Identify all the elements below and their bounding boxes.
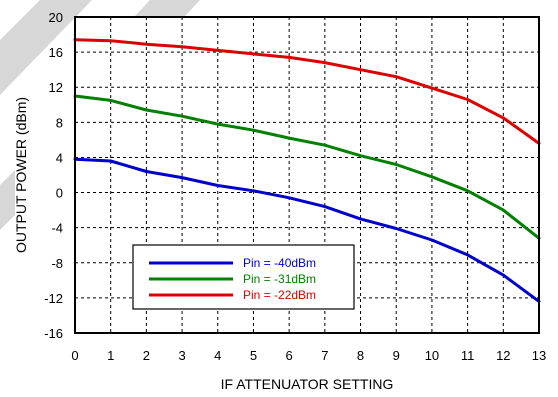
- x-tick-label: 5: [250, 348, 257, 363]
- y-tick-label: -12: [44, 291, 63, 306]
- plot-frame: [74, 16, 540, 334]
- x-tick-label: 10: [425, 348, 439, 363]
- x-tick-label: 0: [71, 348, 78, 363]
- legend-entry: Pin = -40dBm: [243, 256, 316, 270]
- y-tick-label: -4: [51, 221, 63, 236]
- watermark: [0, 0, 200, 230]
- legend-box: [132, 244, 355, 310]
- x-tick-label: 8: [357, 348, 364, 363]
- y-tick-label: 8: [56, 115, 63, 130]
- y-tick-label: 12: [49, 80, 63, 95]
- x-tick-label: 6: [286, 348, 293, 363]
- series-lines: [73, 38, 541, 303]
- y-tick-label: -16: [44, 326, 63, 341]
- series-line: [73, 157, 541, 303]
- grid: [75, 17, 539, 333]
- y-tick-label: -8: [51, 256, 63, 271]
- y-tick-label: 4: [56, 150, 63, 165]
- y-tick-label: 0: [56, 186, 63, 201]
- y-axis-label: OUTPUT POWER (dBm): [13, 97, 29, 253]
- x-tick-label: 9: [393, 348, 400, 363]
- x-tick-label: 11: [461, 348, 475, 363]
- x-tick-label: 13: [532, 348, 546, 363]
- legend-entry: Pin = -31dBm: [243, 272, 316, 286]
- legend-entry: Pin = -22dBm: [243, 288, 316, 302]
- series-line: [73, 94, 541, 240]
- x-tick-label: 1: [107, 348, 114, 363]
- x-tick-label: 3: [178, 348, 185, 363]
- y-tick-label: 16: [49, 45, 63, 60]
- x-tick-label: 2: [143, 348, 150, 363]
- x-tick-label: 4: [214, 348, 221, 363]
- y-tick-label: 20: [49, 10, 63, 25]
- x-tick-label: 12: [496, 348, 510, 363]
- x-axis-label: IF ATTENUATOR SETTING: [221, 376, 394, 392]
- series-line: [73, 38, 541, 145]
- x-tick-label: 7: [321, 348, 328, 363]
- legend: Pin = -40dBm Pin = -31dBm Pin = -22dBm: [132, 244, 355, 310]
